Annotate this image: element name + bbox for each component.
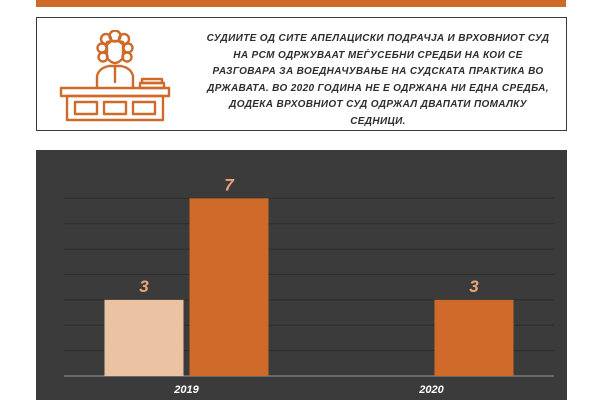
bar-chart: 3 7 2019 3 2020 [64, 175, 554, 396]
info-text: СУДИИТЕ ОД СИТЕ АПЕЛАЦИСКИ ПОДРАЧЈА И ВР… [206, 33, 550, 127]
bar-2019-1 [189, 198, 269, 376]
judge-at-bench-icon [59, 30, 171, 122]
data-label: 3 [469, 277, 479, 296]
data-label: 7 [224, 175, 235, 194]
x-tick-label: 2019 [173, 384, 199, 396]
bar-2020-1 [434, 299, 514, 376]
bar-2019-0 [104, 299, 184, 376]
data-label: 3 [139, 277, 149, 296]
chart-panel: 3 7 2019 3 2020 [36, 150, 567, 400]
info-box: СУДИИТЕ ОД СИТЕ АПЕЛАЦИСКИ ПОДРАЧЈА И ВР… [36, 17, 567, 131]
x-tick-label: 2020 [418, 384, 444, 396]
header-accent-bar [36, 0, 566, 7]
